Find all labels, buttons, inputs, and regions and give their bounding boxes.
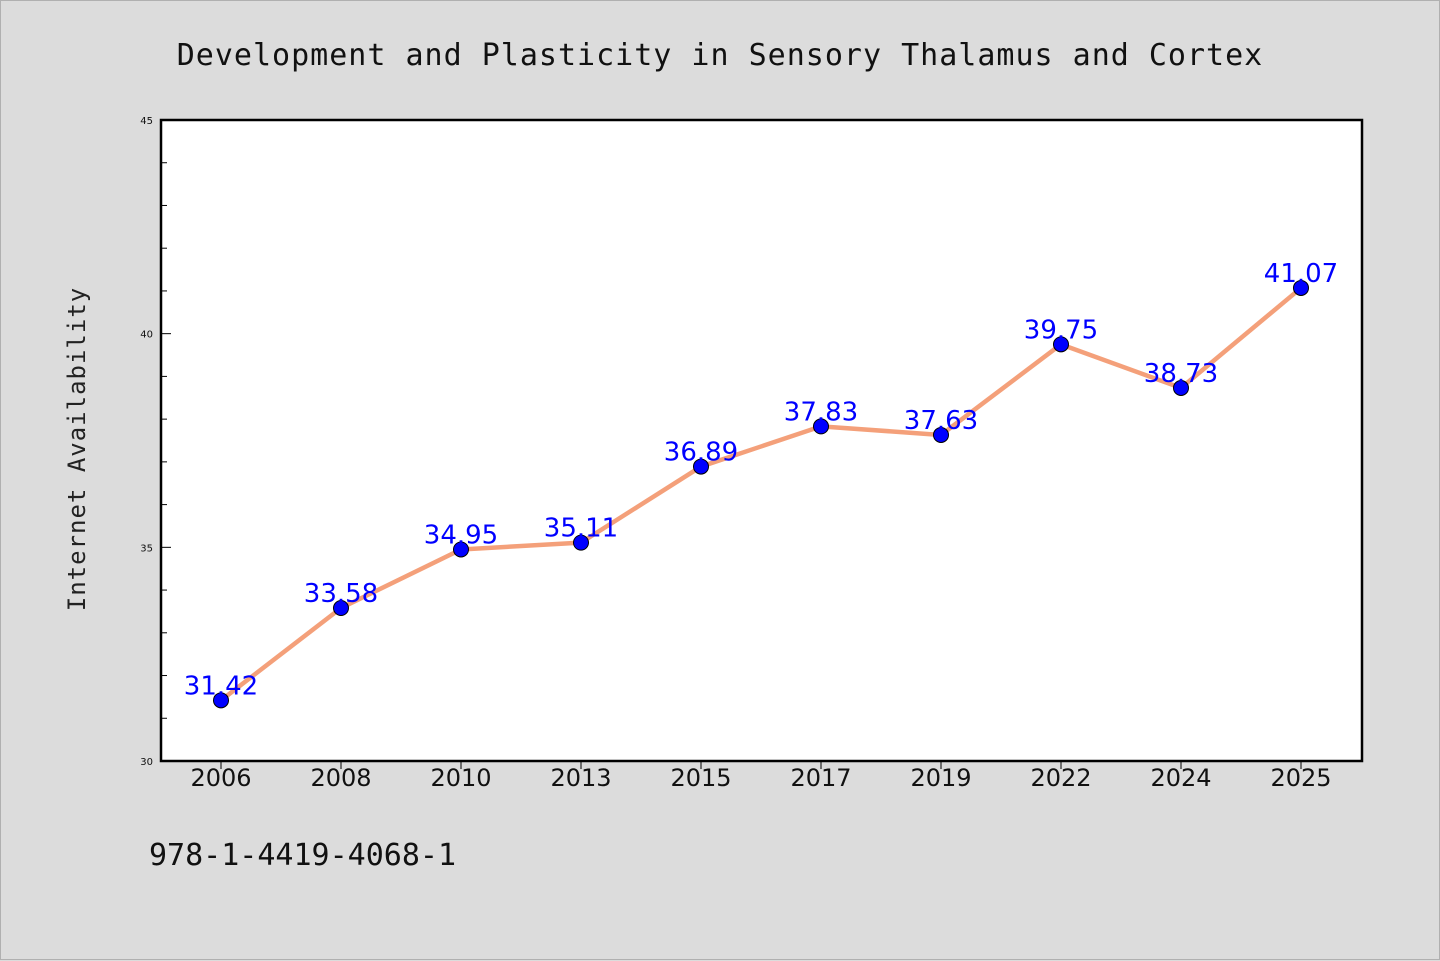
- data-points: [213, 279, 1309, 709]
- x-tick-label: 2019: [910, 764, 971, 792]
- x-tick-label: 2022: [1030, 764, 1091, 792]
- data-point: [213, 692, 229, 709]
- data-point: [1173, 379, 1189, 396]
- x-tick-label: 2006: [190, 764, 251, 792]
- y-tick-label: 35: [140, 543, 153, 554]
- plot-area: [159, 118, 1364, 763]
- data-labels: 31.42 33.58 34.95 35.11 36.89 37.83 37.63 39.75…: [184, 259, 1338, 701]
- x-tick-label: 2010: [430, 764, 491, 792]
- x-tick-label: 2013: [550, 764, 611, 792]
- chart-title: Development and Plasticity in Sensory Th…: [177, 38, 1264, 73]
- x-tick-label: 2025: [1270, 764, 1331, 792]
- data-label: 37.63: [904, 406, 978, 436]
- x-tick-label: 2008: [310, 764, 371, 792]
- y-axis: 30 35 40 45: [140, 116, 171, 768]
- y-tick-label: 45: [140, 116, 153, 127]
- data-point: [1293, 279, 1309, 296]
- y-tick-label: 40: [140, 330, 153, 341]
- y-tick-label: 30: [140, 757, 153, 768]
- data-point: [693, 458, 709, 475]
- y-axis-label: Internet Availability: [63, 287, 91, 611]
- series-line: [218, 285, 1304, 703]
- series-line-group: [218, 285, 1304, 703]
- data-point: [1053, 336, 1069, 353]
- data-label: 37.83: [784, 397, 858, 427]
- data-label: 33.58: [304, 579, 378, 609]
- x-tick-label: 2024: [1150, 764, 1211, 792]
- footer-id-text: 978-1-4419-4068-1: [149, 838, 456, 873]
- x-tick-label: 2017: [790, 764, 851, 792]
- data-point: [933, 426, 949, 443]
- data-label: 36.89: [664, 438, 738, 468]
- x-axis: 2006 2008 2010 2013 2015 2017 2019 2022 2024 2025: [190, 761, 1332, 792]
- data-label: 38.73: [1144, 359, 1218, 389]
- data-point: [453, 541, 469, 558]
- data-label: 31.42: [184, 671, 258, 701]
- data-label: 34.95: [424, 520, 498, 550]
- data-point: [333, 600, 349, 617]
- data-label: 39.75: [1024, 315, 1098, 345]
- data-label: 35.11: [544, 514, 618, 544]
- data-point: [573, 534, 589, 551]
- data-label: 41.07: [1264, 259, 1338, 289]
- data-point: [813, 418, 829, 435]
- x-tick-label: 2015: [670, 764, 731, 792]
